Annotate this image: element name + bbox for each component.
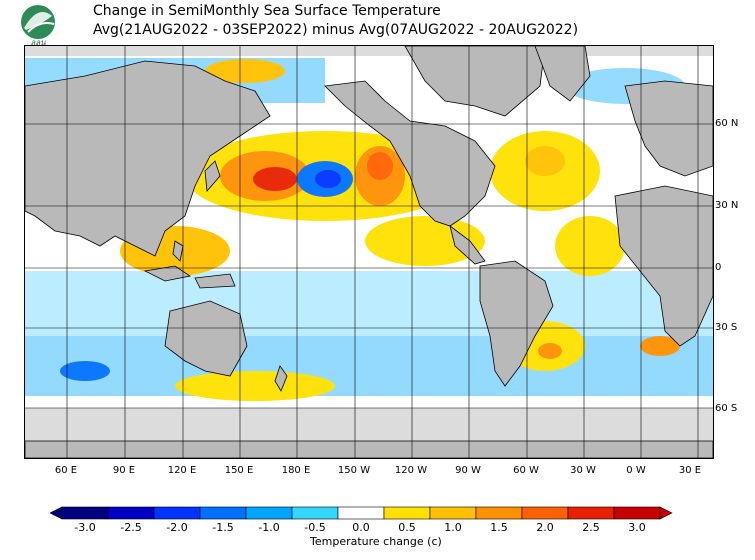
colorbar-segment — [245, 506, 293, 520]
lat-label-0: 0 — [715, 262, 722, 273]
lon-label: 60 W — [513, 465, 539, 476]
lon-label: 90 E — [112, 465, 136, 476]
colorbar-tick-label: 1.0 — [444, 521, 462, 534]
colorbar-segment — [567, 506, 615, 520]
colorbar-tick-label: -0.5 — [304, 521, 326, 534]
colorbar-tick-label: 2.0 — [536, 521, 554, 534]
lat-label-30s: 30 S — [715, 322, 738, 333]
colorbar-arrow-left — [50, 506, 63, 520]
colorbar-tick-label: 0.0 — [352, 521, 370, 534]
svg-text:ลลน: ลลน — [30, 38, 46, 47]
chart-title: Change in SemiMonthly Sea Surface Temper… — [93, 3, 441, 19]
lon-label: 60 E — [54, 465, 78, 476]
colorbar-tick-label: -1.5 — [212, 521, 234, 534]
colorbar-segment — [475, 506, 523, 520]
lon-label: 150 E — [224, 465, 254, 476]
lon-label: 180 E — [281, 465, 311, 476]
colorbar-tick-label: -3.0 — [74, 521, 96, 534]
lon-label: 120 W — [394, 465, 428, 476]
lon-label: 30 W — [570, 465, 596, 476]
map-svg — [25, 46, 713, 458]
lon-label: 150 W — [337, 465, 371, 476]
colorbar-segment — [429, 506, 477, 520]
land-south-america — [479, 260, 554, 387]
colorbar-tick-label: 2.5 — [582, 521, 600, 534]
land-masses — [25, 46, 713, 458]
lat-label-60n: 60 N — [715, 118, 739, 129]
colorbar-segment — [199, 506, 247, 520]
colorbar-unit-label: Temperature change (c) — [310, 535, 442, 548]
colorbar-segment — [613, 506, 661, 520]
grid-lines — [25, 46, 713, 458]
colorbar-tick-label: 3.0 — [628, 521, 646, 534]
land-north-america — [324, 80, 496, 227]
colorbar-tick-label: -2.5 — [120, 521, 142, 534]
land-australia — [164, 300, 248, 377]
lon-label: 90 W — [455, 465, 481, 476]
colorbar-arrow-right — [659, 506, 673, 520]
agency-logo: ลลน — [21, 5, 55, 47]
lat-label-60s: 60 S — [715, 403, 738, 414]
chart-subtitle: Avg(21AUG2022 - 03SEP2022) minus Avg(07A… — [93, 22, 579, 38]
colorbar-segment — [107, 506, 155, 520]
colorbar-tick-label: 0.5 — [398, 521, 416, 534]
lon-label: 120 E — [167, 465, 197, 476]
colorbar-tick-label: -2.0 — [166, 521, 188, 534]
colorbar-segment — [383, 506, 431, 520]
colorbar-tick-label: -1.0 — [258, 521, 280, 534]
colorbar-segment — [61, 506, 109, 520]
colorbar — [50, 506, 673, 520]
colorbar-segment — [291, 506, 339, 520]
colorbar-segment — [521, 506, 569, 520]
lat-label-30n: 30 N — [715, 200, 739, 211]
lon-label: 30 E — [678, 465, 702, 476]
land-asia — [25, 60, 271, 257]
colorbar-segment — [153, 506, 201, 520]
colorbar-tick-label: 1.5 — [490, 521, 508, 534]
lon-label: 0 W — [626, 465, 646, 476]
land-africa — [614, 185, 713, 347]
sst-map — [24, 45, 714, 459]
colorbar-segment — [337, 506, 385, 520]
